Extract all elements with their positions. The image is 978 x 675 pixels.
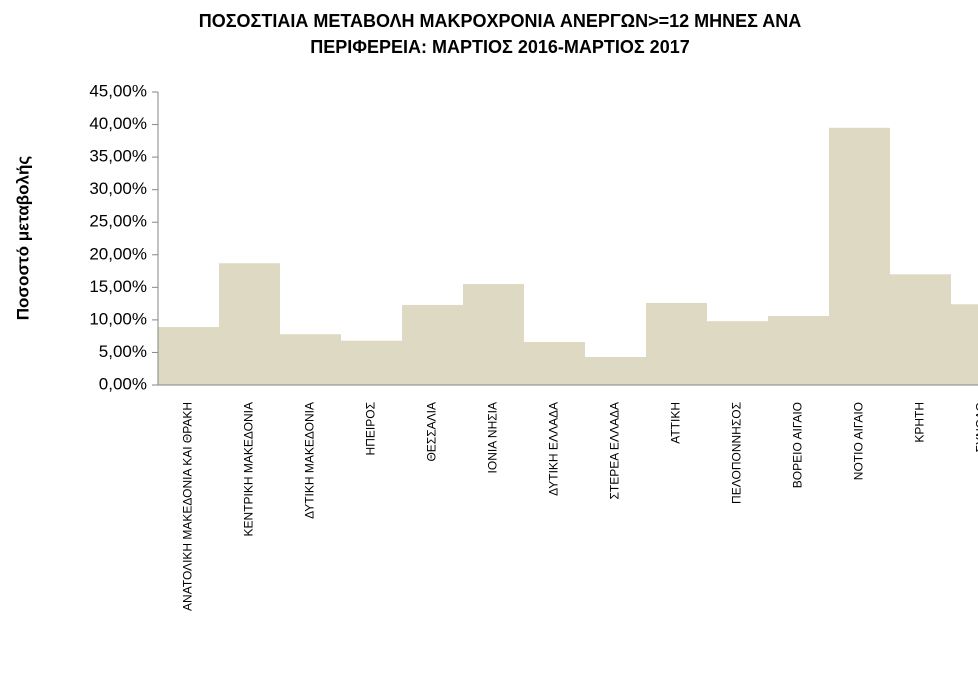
- y-tick-label: 40,00%: [89, 114, 147, 133]
- bar: [463, 284, 524, 385]
- x-tick-label: ΒΟΡΕΙΟ ΑΙΓΑΙΟ: [791, 402, 805, 488]
- x-tick-label: ΔΥΤΙΚΗ ΜΑΚΕΔΟΝΙΑ: [303, 402, 317, 519]
- chart-title: ΠΕΡΙΦΕΡΕΙΑ: ΜΑΡΤΙΟΣ 2016-ΜΑΡΤΙΟΣ 2017: [310, 37, 689, 57]
- bar: [158, 327, 219, 385]
- bar: [768, 315, 829, 385]
- bar: [646, 302, 707, 385]
- bar: [890, 274, 951, 385]
- chart-title: ΠΟΣΟΣΤΙΑΙΑ ΜΕΤΑΒΟΛΗ ΜΑΚΡΟΧΡΟΝΙΑ ΑΝΕΡΓΩΝ>…: [199, 11, 802, 31]
- y-tick-label: 0,00%: [99, 374, 147, 393]
- x-tick-label: ΝΟΤΙΟ ΑΙΓΑΙΟ: [852, 402, 866, 480]
- y-tick-label: 15,00%: [89, 277, 147, 296]
- x-tick-label: ΑΝΑΤΟΛΙΚΗ ΜΑΚΕΔΟΝΙΑ ΚΑΙ ΘΡΑΚΗ: [181, 402, 195, 611]
- bar: [951, 304, 978, 385]
- y-tick-label: 35,00%: [89, 147, 147, 166]
- x-tick-label: ΚΡΗΤΗ: [913, 402, 927, 443]
- bar: [524, 342, 585, 385]
- x-tick-label: ΠΕΛΟΠΟΝΝΗΣΟΣ: [730, 402, 744, 504]
- x-tick-label: ΣΤΕΡΕΑ ΕΛΛΑΔΑ: [608, 402, 622, 500]
- y-tick-label: 5,00%: [99, 342, 147, 361]
- y-tick-label: 20,00%: [89, 244, 147, 263]
- x-tick-label: ΙΟΝΙΑ ΝΗΣΙΑ: [486, 402, 500, 473]
- y-tick-label: 45,00%: [89, 81, 147, 100]
- bar: [829, 127, 890, 386]
- x-tick-label: ΑΤΤΙΚΗ: [669, 402, 683, 444]
- x-tick-label: ΔΥΤΙΚΗ ΕΛΛΑΔΑ: [547, 402, 561, 496]
- bar: [341, 340, 402, 385]
- bar: [280, 334, 341, 385]
- y-axis-title: Ποσοστό μεταβολής: [13, 156, 32, 321]
- y-tick-label: 10,00%: [89, 309, 147, 328]
- x-tick-label: ΚΕΝΤΡΙΚΗ ΜΑΚΕΔΟΝΙΑ: [242, 402, 256, 536]
- x-tick-label: ΘΕΣΣΑΛΙΑ: [425, 402, 439, 462]
- x-tick-label: ΗΠΕΙΡΟΣ: [364, 402, 378, 455]
- y-tick-label: 30,00%: [89, 179, 147, 198]
- bar: [707, 321, 768, 385]
- y-tick-label: 25,00%: [89, 212, 147, 231]
- x-tick-label: ΣΥΝΟΛΟ: [974, 402, 978, 452]
- bar: [585, 357, 646, 385]
- bar: [402, 304, 463, 385]
- bar: [219, 263, 280, 385]
